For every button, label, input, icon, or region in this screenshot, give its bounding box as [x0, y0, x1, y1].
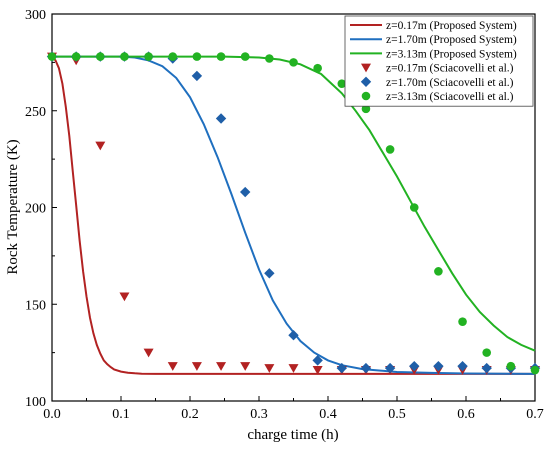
data-point — [313, 63, 322, 73]
y-tick-label: 200 — [25, 202, 46, 217]
data-point — [337, 79, 347, 88]
x-tick-label: 0.0 — [43, 407, 61, 422]
data-point — [289, 58, 298, 67]
legend-label: z=0.17m (Proposed System) — [386, 20, 517, 32]
y-axis-title: Rock Temperature (K) — [5, 139, 21, 274]
data-point — [240, 52, 250, 61]
data-point — [312, 366, 323, 375]
data-point — [530, 365, 540, 375]
x-axis-title: charge time (h) — [247, 427, 338, 443]
x-tick-label: 0.4 — [319, 407, 337, 422]
data-point — [191, 70, 203, 82]
scatter-series — [47, 52, 540, 375]
legend-label: z=1.70m (Proposed System) — [386, 34, 517, 46]
data-point — [409, 203, 419, 212]
data-point — [385, 145, 395, 154]
data-point — [506, 361, 516, 371]
data-point — [336, 362, 347, 374]
data-point — [95, 141, 106, 151]
data-point — [360, 362, 372, 374]
legend-label: z=3.13m (Sciacovelli et al.) — [386, 91, 514, 103]
data-point — [264, 268, 275, 279]
x-tick-label: 0.3 — [250, 407, 268, 422]
series-line — [52, 55, 536, 375]
y-tick-label: 150 — [25, 298, 46, 313]
data-point — [361, 104, 371, 114]
data-point — [482, 348, 492, 357]
data-point — [240, 186, 251, 198]
data-point — [288, 364, 299, 373]
legend-box — [344, 15, 534, 107]
x-tick-label: 0.7 — [526, 407, 544, 422]
data-point — [168, 52, 178, 61]
data-point — [458, 317, 467, 326]
data-point — [434, 267, 443, 276]
x-tick-label: 0.2 — [181, 407, 199, 422]
legend-marker-swatch — [360, 76, 372, 87]
y-tick-label: 250 — [25, 105, 46, 120]
legend: z=0.17m (Proposed System) z=1.70m (Propos… — [344, 15, 534, 107]
x-tick-label: 0.5 — [388, 407, 406, 422]
data-point — [96, 52, 105, 61]
x-tick-label: 0.6 — [457, 407, 475, 422]
data-point — [216, 362, 227, 371]
data-point — [167, 362, 178, 371]
series-layer — [46, 51, 541, 375]
ticks-layer: 0.0 0.1 0.2 0.3 0.4 0.5 0.6 0.7 100 150 200 250 300 — [25, 8, 544, 422]
data-point — [215, 113, 227, 124]
data-point — [384, 362, 396, 374]
data-point — [144, 52, 153, 61]
legend-label: z=3.13m (Proposed System) — [386, 48, 517, 60]
legend-label: z=1.70m (Sciacovelli et al.) — [386, 77, 514, 89]
data-point — [47, 52, 57, 61]
data-point — [433, 360, 444, 372]
y-tick-label: 300 — [25, 8, 46, 23]
series-line — [52, 55, 536, 352]
data-point — [71, 52, 81, 61]
legend-marker-swatch — [361, 91, 371, 101]
data-point — [409, 360, 420, 372]
y-tick-label: 100 — [25, 395, 46, 410]
data-point — [216, 52, 226, 61]
data-point — [143, 348, 154, 358]
data-point — [240, 362, 251, 371]
data-point — [192, 52, 202, 61]
data-point — [191, 362, 202, 371]
data-point — [288, 330, 299, 341]
x-tick-label: 0.1 — [112, 407, 130, 422]
data-point — [264, 364, 275, 373]
data-point — [312, 355, 323, 366]
series-line — [51, 55, 535, 375]
legend-marker-swatch — [361, 63, 371, 73]
data-point — [265, 54, 274, 63]
data-point — [120, 52, 129, 61]
legend-label: z=0.17m (Sciacovelli et al.) — [386, 63, 514, 75]
data-point — [481, 362, 492, 374]
data-point — [457, 360, 468, 372]
data-point — [119, 292, 130, 302]
